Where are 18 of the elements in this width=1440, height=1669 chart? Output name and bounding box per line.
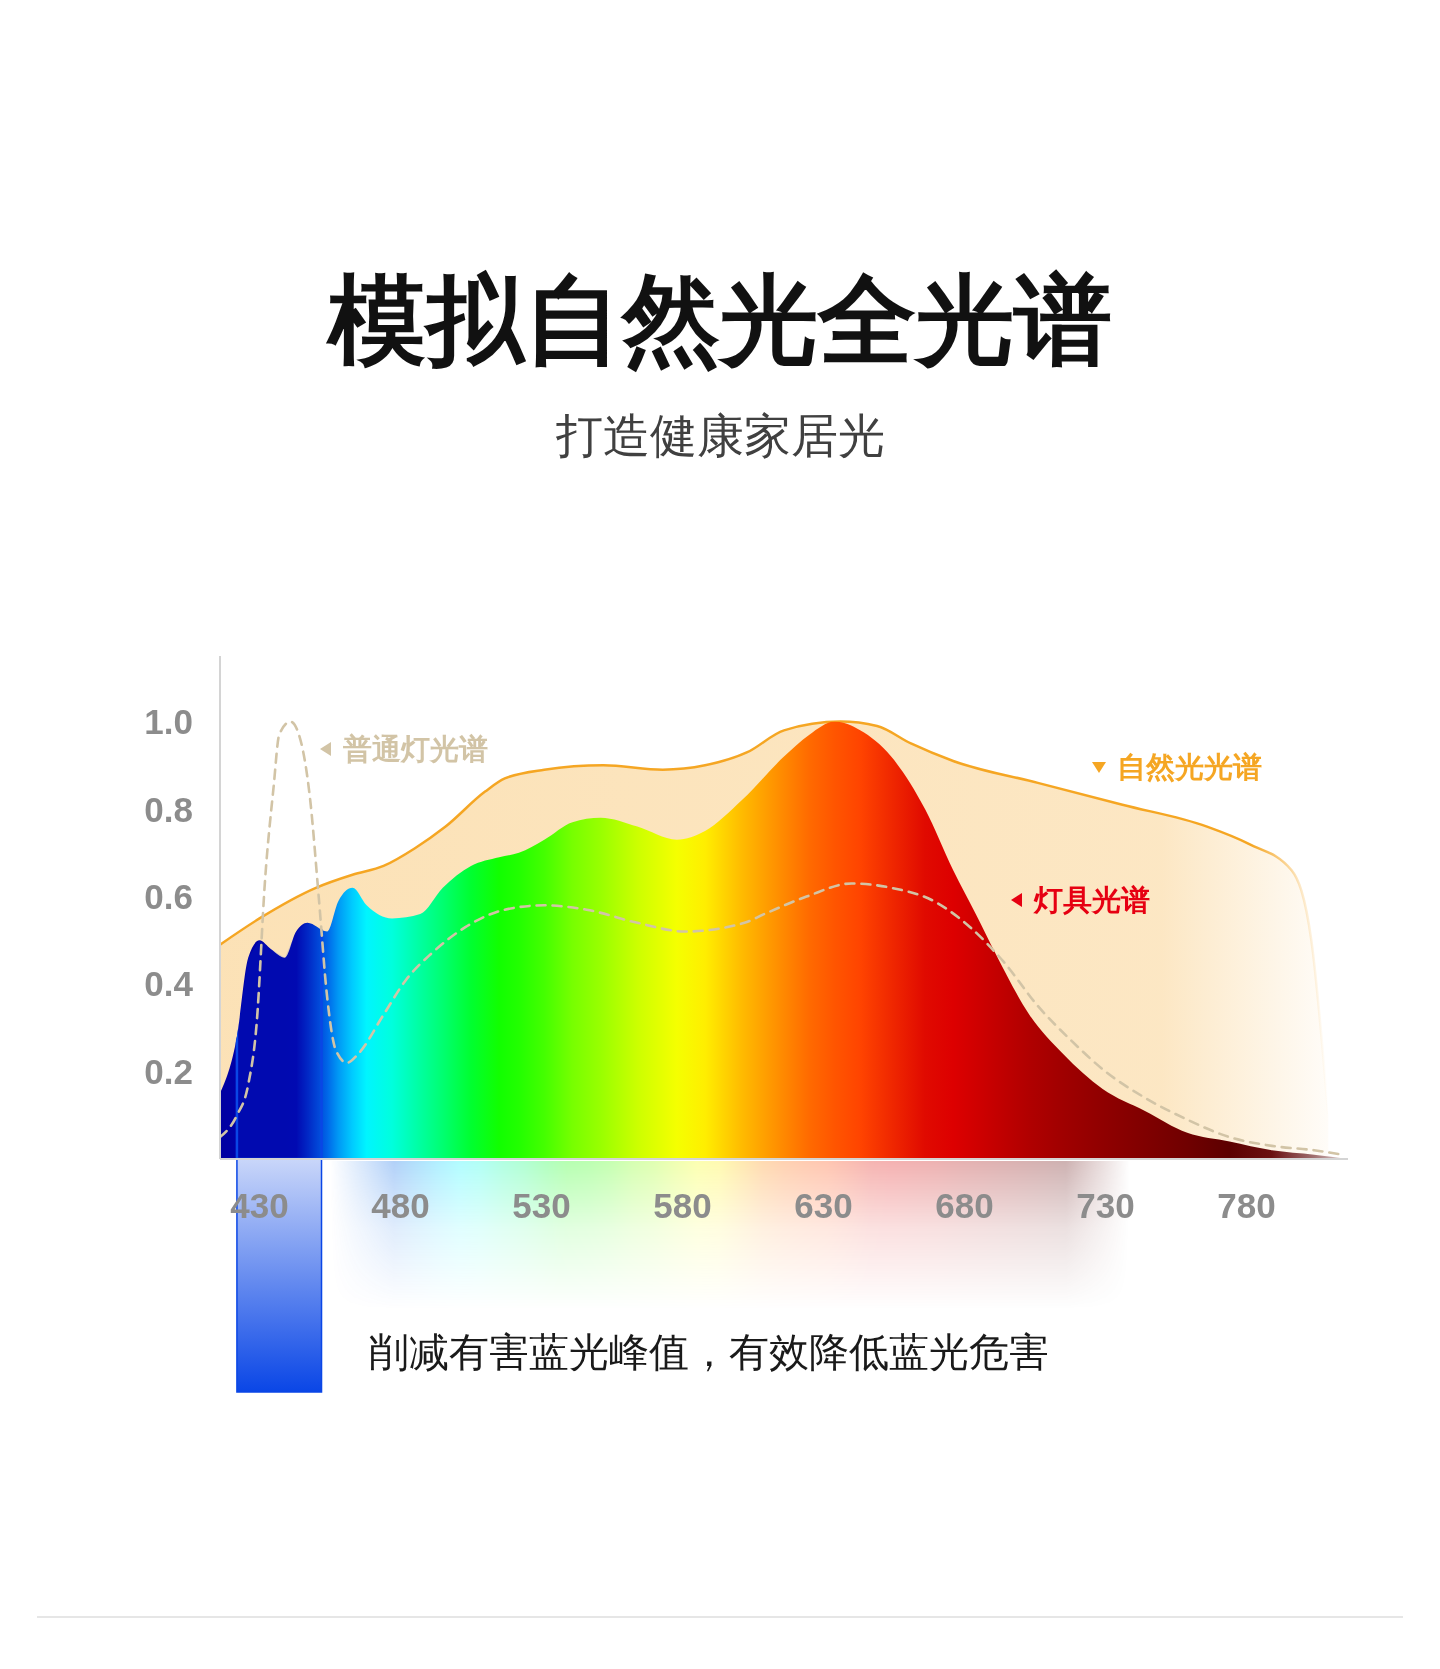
y-tick-label: 1.0 (144, 702, 193, 742)
x-tick-label: 680 (935, 1185, 994, 1225)
x-tick-label: 730 (1076, 1185, 1135, 1225)
x-tick-label: 580 (653, 1185, 712, 1225)
y-tick-label: 0.8 (144, 789, 193, 829)
y-tick-label: 0.2 (144, 1051, 193, 1091)
y-tick-label: 0.4 (144, 964, 194, 1004)
legend-label: 普通灯光谱 (343, 732, 488, 767)
legend-label: 自然光光谱 (1117, 750, 1262, 785)
y-tick-label: 0.6 (144, 876, 193, 916)
chart-subtitle: 打造健康家居光 (554, 409, 886, 463)
x-tick-label: 480 (371, 1185, 430, 1225)
x-tick-label: 630 (794, 1185, 853, 1225)
legend-label: 灯具光谱 (1034, 883, 1150, 918)
text: 削减有害蓝光峰值，有效降低蓝光危害 (369, 1329, 1049, 1376)
x-tick-label: 780 (1217, 1185, 1276, 1225)
x-tick-label: 530 (512, 1185, 571, 1225)
chart-title: 模拟自然光全光谱 (325, 265, 1113, 375)
